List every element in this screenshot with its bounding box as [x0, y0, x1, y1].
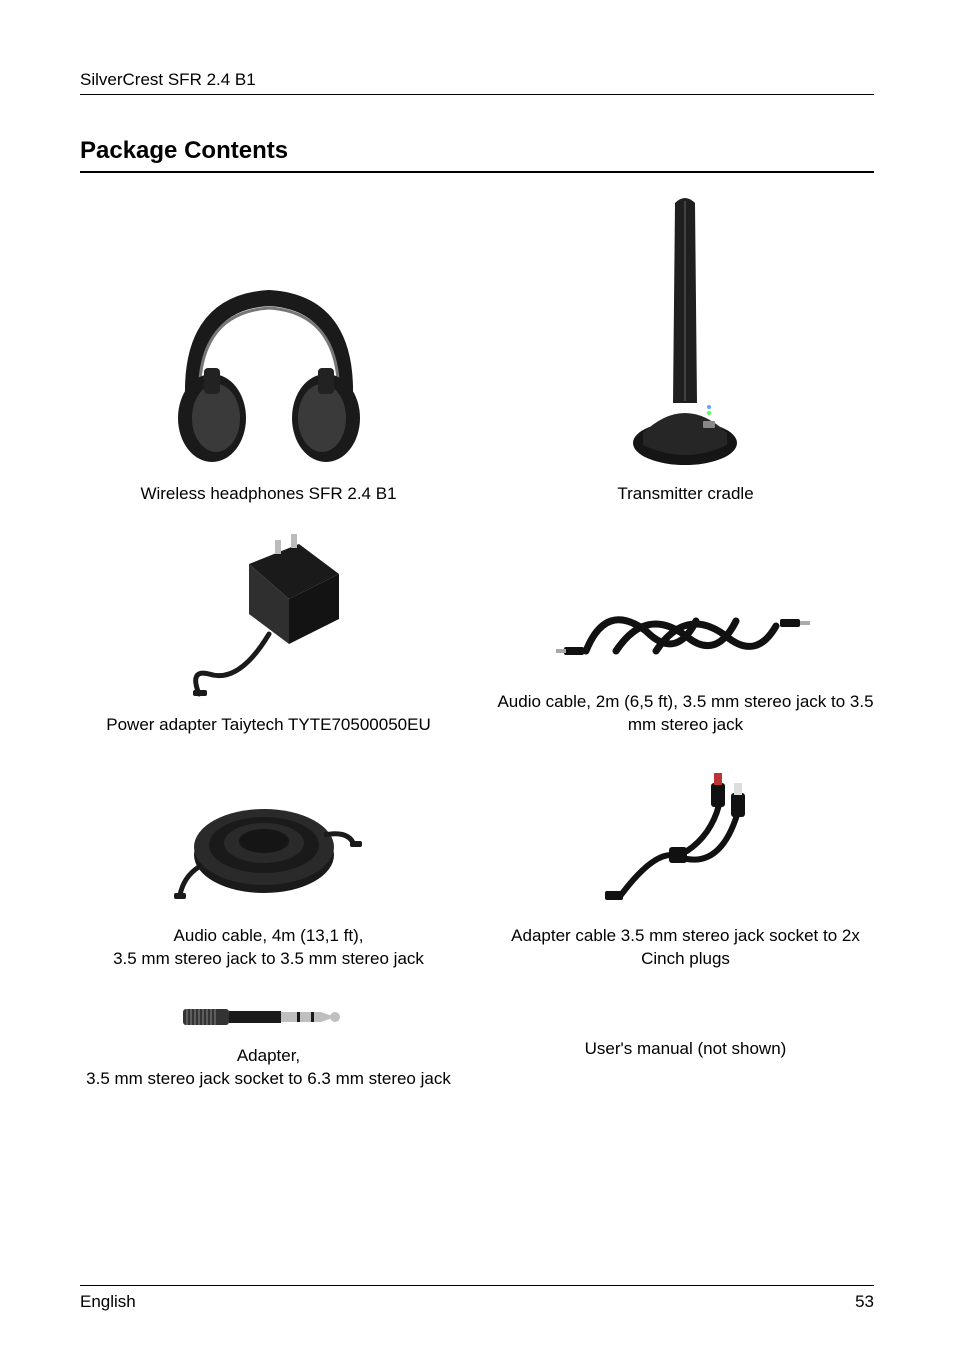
cable-4m-caption: Audio cable, 4m (13,1 ft), 3.5 mm stereo… [113, 925, 424, 971]
cable-4m-caption-l1: Audio cable, 4m (13,1 ft), [174, 926, 364, 945]
item-cable-4m: Audio cable, 4m (13,1 ft), 3.5 mm stereo… [113, 765, 424, 971]
item-headphones: Wireless headphones SFR 2.4 B1 [140, 193, 396, 506]
headphones-icon [154, 263, 384, 473]
plug-adapter-caption-l2: 3.5 mm stereo jack socket to 6.3 mm ster… [86, 1069, 451, 1088]
section-title: Package Contents [80, 137, 288, 164]
cable-2m-caption: Audio cable, 2m (6,5 ft), 3.5 mm stereo … [497, 691, 874, 737]
power-adapter-icon [179, 534, 359, 704]
power-adapter-caption: Power adapter Taiytech TYTE70500050EU [106, 714, 430, 737]
item-cradle: Transmitter cradle [617, 193, 753, 506]
item-power-adapter: Power adapter Taiytech TYTE70500050EU [106, 534, 430, 737]
manual-caption: User's manual (not shown) [585, 1038, 787, 1061]
footer: English 53 [80, 1285, 874, 1312]
item-y-cable: Adapter cable 3.5 mm stereo jack socket … [497, 765, 874, 971]
cradle-icon [625, 193, 745, 473]
package-grid: Wireless headphones SFR 2.4 B1 Transmitt… [80, 193, 874, 1091]
y-cable-caption: Adapter cable 3.5 mm stereo jack socket … [497, 925, 874, 971]
cradle-caption: Transmitter cradle [617, 483, 753, 506]
footer-language: English [80, 1292, 136, 1312]
section-title-rule: Package Contents [80, 137, 874, 173]
y-cable-icon [601, 765, 771, 915]
plug-adapter-icon [179, 999, 359, 1035]
cable-2m-icon [556, 591, 816, 681]
header-rule: SilverCrest SFR 2.4 B1 [80, 70, 874, 95]
item-manual: User's manual (not shown) [585, 999, 787, 1091]
cable-4m-icon [174, 785, 364, 915]
plug-adapter-caption-l1: Adapter, [237, 1046, 300, 1065]
item-plug-adapter: Adapter, 3.5 mm stereo jack socket to 6.… [86, 999, 451, 1091]
footer-page-number: 53 [855, 1292, 874, 1312]
cable-4m-caption-l2: 3.5 mm stereo jack to 3.5 mm stereo jack [113, 949, 424, 968]
headphones-caption: Wireless headphones SFR 2.4 B1 [140, 483, 396, 506]
item-cable-2m: Audio cable, 2m (6,5 ft), 3.5 mm stereo … [497, 534, 874, 737]
header-product-line: SilverCrest SFR 2.4 B1 [80, 70, 256, 89]
plug-adapter-caption: Adapter, 3.5 mm stereo jack socket to 6.… [86, 1045, 451, 1091]
